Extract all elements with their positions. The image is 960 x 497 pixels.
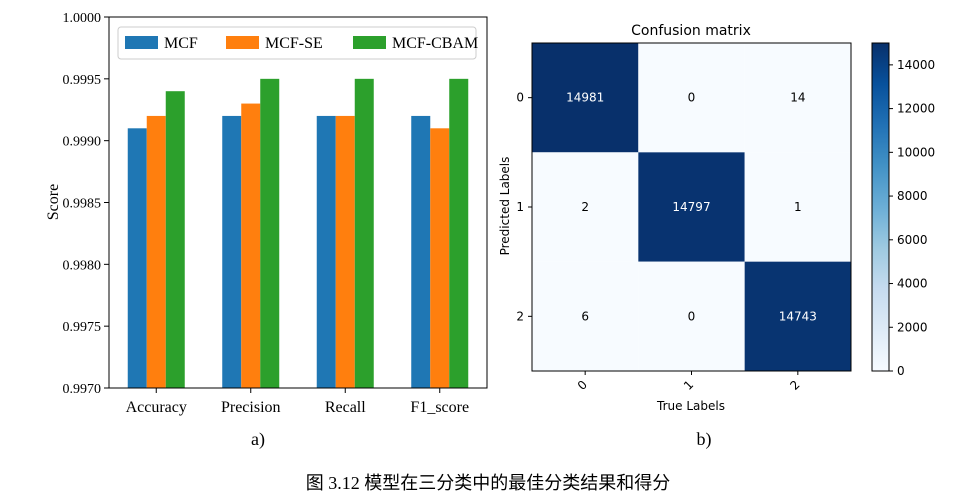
bar-chart-x-ticks: Accuracy Precision Recall F1_score <box>126 388 469 416</box>
y-tick-label: 0.9995 <box>63 73 102 88</box>
cm-cell-value-0-2: 14 <box>790 91 805 105</box>
cm-cell-0-2 <box>744 43 851 153</box>
bar-mcf-se-precision <box>241 103 261 389</box>
cm-cell-value-2-2: 14743 <box>779 309 817 323</box>
cm-cell-value-2-1: 0 <box>688 309 696 323</box>
legend-box <box>117 26 477 60</box>
cm-cell-0-1 <box>638 43 745 153</box>
colorbar-tick-label: 8000 <box>897 189 928 203</box>
legend-label-mcf-se: MCF-SE <box>265 35 323 52</box>
bar-mcf-se-recall <box>335 115 355 388</box>
bar-mcf-precision <box>222 115 242 388</box>
colorbar-tick-label: 14000 <box>897 58 935 72</box>
cm-x-tick-label: 2 <box>787 378 802 393</box>
cm-x-tick-label: 0 <box>575 378 590 393</box>
bar-mcf-recall <box>316 115 336 388</box>
confusion-matrix-panel: Confusion matrix 14981 0 142 14797 16 0 14743 … <box>498 23 935 450</box>
cm-cell-2-2 <box>744 261 851 371</box>
bar-chart-legend: MCF MCF-SE MCF-CBAM <box>117 26 478 60</box>
bar-chart-y-ticks: 0.9970 0.9975 0.9980 0.9985 0.9990 0.9995 1.00… <box>63 11 109 397</box>
bar-mcf-accuracy <box>127 128 147 389</box>
bar-chart-y-axis-label: Score <box>45 184 62 220</box>
cm-cell-0-0 <box>532 43 639 153</box>
bar-mcf-se-f1_score <box>430 128 450 389</box>
confusion-matrix-cells: 14981 0 14 2 14797 1 6 0 14743 <box>532 43 851 371</box>
cm-cell-1-1 <box>638 152 745 262</box>
bar-marks-layer <box>127 78 469 389</box>
panel-label-b: b) <box>697 429 712 450</box>
legend-label-mcf: MCF <box>164 35 198 52</box>
confusion-matrix-x-label: True Labels <box>656 399 725 413</box>
cm-cell-value-1-1: 14797 <box>672 200 710 214</box>
cm-cell-1-0 <box>532 152 639 262</box>
cm-cell-value-1-0: 2 <box>581 200 589 214</box>
cm-y-tick-label: 0 <box>516 91 524 105</box>
y-tick-label: 0.9990 <box>63 135 102 150</box>
confusion-matrix-title: Confusion matrix <box>631 23 751 39</box>
x-tick-label: Recall <box>325 399 366 416</box>
colorbar-tick-label: 2000 <box>897 320 928 334</box>
colorbar-tick-label: 10000 <box>897 145 935 159</box>
bar-mcf-cbam-accuracy <box>165 91 185 388</box>
colorbar-ticks: 0 2000 4000 6000 8000 10000 12000 14000 <box>889 58 935 378</box>
colorbar-tick-label: 0 <box>897 364 905 378</box>
cm-cell-value-1-2: 1 <box>794 200 802 214</box>
cm-y-tick-label: 1 <box>516 200 524 214</box>
x-tick-label: F1_score <box>410 399 469 416</box>
x-tick-label: Accuracy <box>126 399 187 416</box>
colorbar <box>871 42 890 372</box>
cm-x-tick-label: 1 <box>681 378 696 393</box>
y-tick-label: 1.0000 <box>63 11 102 26</box>
figure-caption: 图 3.12 模型在三分类中的最佳分类结果和得分 <box>306 473 671 493</box>
colorbar-tick-label: 4000 <box>897 277 928 291</box>
bar-mcf-f1_score <box>411 115 431 388</box>
legend-swatch-mcf <box>125 36 158 49</box>
cm-cell-value-2-0: 6 <box>581 309 589 323</box>
y-tick-label: 0.9975 <box>63 320 102 335</box>
bar-chart-panel: 0.9970 0.9975 0.9980 0.9985 0.9990 0.9995 1.00… <box>45 11 488 450</box>
x-tick-label: Precision <box>221 399 281 416</box>
cm-cell-value-0-0: 14981 <box>566 91 604 105</box>
panel-label-a: a) <box>251 429 265 450</box>
bar-mcf-cbam-f1_score <box>449 78 469 388</box>
confusion-matrix-y-label: Predicted Labels <box>498 157 512 256</box>
cm-cell-2-0 <box>532 261 639 371</box>
y-tick-label: 0.9970 <box>63 382 102 397</box>
y-tick-label: 0.9980 <box>63 258 102 273</box>
cm-y-tick-label: 2 <box>516 309 524 323</box>
bar-mcf-se-accuracy <box>146 115 166 388</box>
cm-cell-value-0-1: 0 <box>688 91 696 105</box>
cm-cell-1-2 <box>744 152 851 262</box>
bar-mcf-cbam-recall <box>354 78 374 388</box>
legend-swatch-mcf-cbam <box>353 36 386 49</box>
legend-swatch-mcf-se <box>226 36 259 49</box>
colorbar-tick-label: 12000 <box>897 102 935 116</box>
colorbar-tick-label: 6000 <box>897 233 928 247</box>
y-tick-label: 0.9985 <box>63 197 102 212</box>
bar-mcf-cbam-precision <box>260 78 280 388</box>
legend-label-mcf-cbam: MCF-CBAM <box>392 35 478 52</box>
cm-cell-2-1 <box>638 261 745 371</box>
